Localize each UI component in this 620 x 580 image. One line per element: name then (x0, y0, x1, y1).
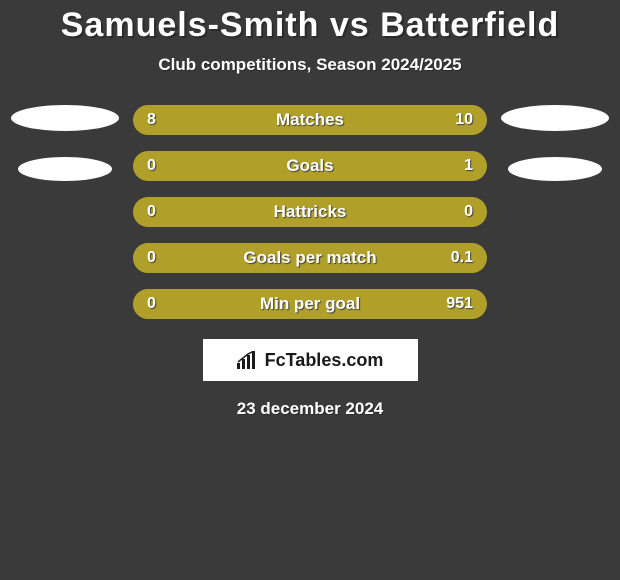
stat-value-right: 951 (446, 295, 473, 313)
player-placeholder-ellipse (501, 105, 609, 131)
bar-right-fill (197, 151, 487, 181)
stat-value-right: 0 (464, 203, 473, 221)
bar-left-fill (133, 151, 197, 181)
stat-value-left: 0 (147, 249, 156, 267)
stat-value-left: 0 (147, 157, 156, 175)
stat-bars: 8 10 Matches 0 1 Goals 0 0 Hattricks 0 0.1 Goals pe… (125, 105, 495, 319)
brand-text: FcTables.com (265, 350, 384, 371)
stat-label: Goals per match (243, 248, 376, 268)
stat-bar-row: 8 10 Matches (133, 105, 487, 135)
stat-value-right: 1 (464, 157, 473, 175)
stat-bar-row: 0 1 Goals (133, 151, 487, 181)
snapshot-date: 23 december 2024 (0, 399, 620, 419)
comparison-chart: 8 10 Matches 0 1 Goals 0 0 Hattricks 0 0.1 Goals pe… (0, 105, 620, 319)
page-subtitle: Club competitions, Season 2024/2025 (0, 55, 620, 75)
stat-bar-row: 0 0.1 Goals per match (133, 243, 487, 273)
stat-value-right: 0.1 (451, 249, 473, 267)
stat-value-left: 8 (147, 111, 156, 129)
stat-label: Matches (276, 110, 344, 130)
page-title: Samuels-Smith vs Batterfield (0, 0, 620, 45)
stat-bar-row: 0 0 Hattricks (133, 197, 487, 227)
player-placeholder-ellipse (508, 157, 602, 181)
right-player-shapes (495, 105, 615, 181)
player-placeholder-ellipse (18, 157, 112, 181)
player-placeholder-ellipse (11, 105, 119, 131)
stat-label: Min per goal (260, 294, 360, 314)
stat-label: Hattricks (274, 202, 347, 222)
stat-value-right: 10 (455, 111, 473, 129)
stat-label: Goals (286, 156, 333, 176)
stat-value-left: 0 (147, 203, 156, 221)
stat-value-left: 0 (147, 295, 156, 313)
left-player-shapes (5, 105, 125, 181)
stat-bar-row: 0 951 Min per goal (133, 289, 487, 319)
brand-badge: FcTables.com (203, 339, 418, 381)
bar-chart-icon (237, 351, 259, 369)
